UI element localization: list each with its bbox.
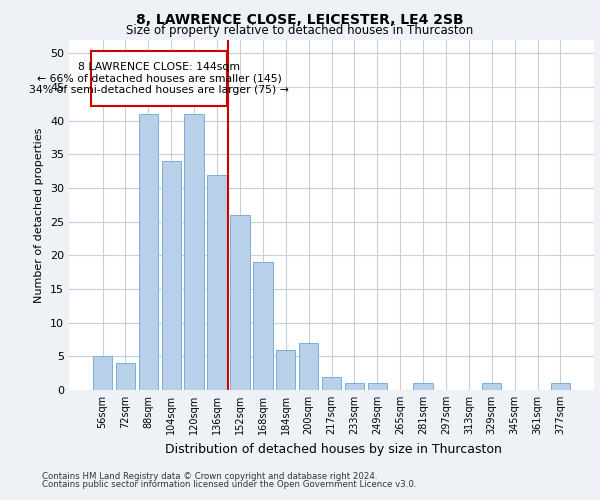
Bar xyxy=(322,376,341,390)
Text: 8, LAWRENCE CLOSE, LEICESTER, LE4 2SB: 8, LAWRENCE CLOSE, LEICESTER, LE4 2SB xyxy=(136,13,464,27)
Text: 8 LAWRENCE CLOSE: 144sqm
← 66% of detached houses are smaller (145)
34% of semi-: 8 LAWRENCE CLOSE: 144sqm ← 66% of detach… xyxy=(29,62,289,96)
Bar xyxy=(116,363,135,390)
Y-axis label: Number of detached properties: Number of detached properties xyxy=(34,128,44,302)
Bar xyxy=(161,161,181,390)
Text: Contains HM Land Registry data © Crown copyright and database right 2024.: Contains HM Land Registry data © Crown c… xyxy=(42,472,377,481)
Bar xyxy=(276,350,295,390)
Bar xyxy=(413,384,433,390)
Bar xyxy=(208,174,227,390)
Bar xyxy=(299,343,319,390)
Bar xyxy=(93,356,112,390)
Bar xyxy=(344,384,364,390)
Bar xyxy=(91,52,227,106)
Bar xyxy=(482,384,502,390)
Text: Size of property relative to detached houses in Thurcaston: Size of property relative to detached ho… xyxy=(127,24,473,37)
Bar xyxy=(368,384,387,390)
Bar xyxy=(230,215,250,390)
Text: Contains public sector information licensed under the Open Government Licence v3: Contains public sector information licen… xyxy=(42,480,416,489)
Bar xyxy=(184,114,204,390)
Bar xyxy=(551,384,570,390)
Bar xyxy=(139,114,158,390)
Text: Distribution of detached houses by size in Thurcaston: Distribution of detached houses by size … xyxy=(164,442,502,456)
Bar xyxy=(253,262,272,390)
